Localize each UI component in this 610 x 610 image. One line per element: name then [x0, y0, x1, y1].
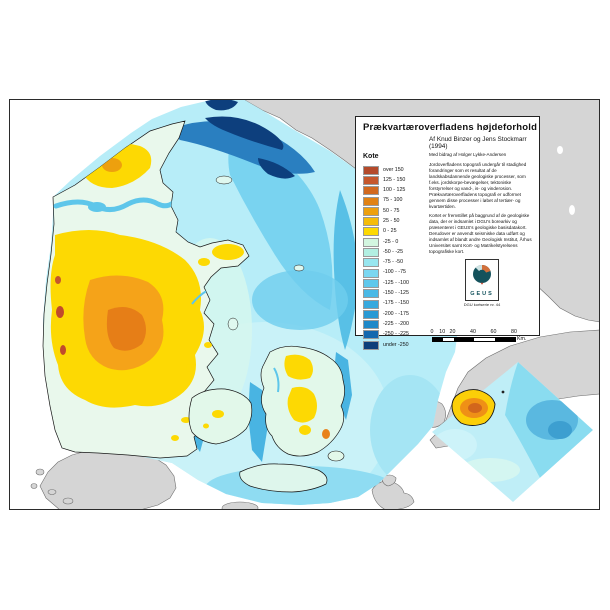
legend-row: -250 - -225 — [363, 330, 409, 340]
legend-swatch — [363, 299, 379, 309]
legend-row: -75 - -50 — [363, 258, 409, 268]
legend-row-label: -175 - -150 — [383, 300, 409, 307]
legend-row: 25 - 50 — [363, 216, 409, 227]
geus-logo-caption: DGU kortserie nr. 44 — [463, 302, 501, 308]
legend-row-label: -125 - -100 — [383, 279, 409, 286]
legend-row-label: -200 - -175 — [383, 310, 409, 317]
legend-rows: over 150 125 - 150 100 - 125 75 - 100 50 - 7… — [363, 165, 409, 350]
legend-row-label: -25 - 0 — [383, 238, 399, 245]
legend-swatch — [363, 309, 379, 319]
legend-row-label: over 150 — [383, 166, 404, 173]
jutland-elevation-patches — [50, 142, 244, 441]
legend-row-label: -50 - -25 — [383, 248, 404, 255]
legend-row: -200 - -175 — [363, 309, 409, 319]
legend-row: 100 - 125 — [363, 186, 409, 196]
legend-row: over 150 — [363, 165, 409, 175]
legend-row: -175 - -150 — [363, 299, 409, 309]
legend-row: 75 - 100 — [363, 196, 409, 206]
legend-row: -225 - -200 — [363, 319, 409, 330]
legend-row-label: 0 - 25 — [383, 228, 397, 235]
scale-segment — [453, 338, 474, 341]
zealand-elevation-patches — [273, 354, 330, 439]
scale-segment — [474, 338, 495, 341]
bornholm-inset — [432, 362, 593, 502]
lolland-falster-landmass — [239, 463, 328, 493]
legend-row-label: under -250 — [383, 341, 409, 348]
scale-bar-ticks: 0 10 20 40 60 80 — [430, 329, 538, 336]
legend-swatch — [363, 186, 379, 196]
legend-row: 50 - 75 — [363, 206, 409, 216]
legend-row-label: -75 - -50 — [383, 259, 404, 266]
legend-swatch — [363, 165, 379, 175]
description-paragraph-2: Kortet er fremstillet på baggrund af de … — [429, 213, 532, 255]
legend-swatch — [363, 175, 379, 185]
legend-swatch — [363, 258, 379, 268]
legend-swatch — [363, 330, 379, 340]
legend-row-label: 100 - 125 — [383, 187, 406, 194]
legend-swatch — [363, 196, 379, 206]
legend-swatch — [363, 320, 379, 330]
legend-row-label: 50 - 75 — [383, 207, 400, 214]
scale-tick-label: 40 — [470, 329, 476, 335]
legend-swatch — [363, 217, 379, 227]
legend-row-label: -250 - -225 — [383, 331, 409, 338]
scale-segment — [494, 338, 515, 341]
legend-row-label: -150 - -125 — [383, 290, 409, 297]
legend-row: -25 - 0 — [363, 237, 409, 247]
contributor-line: Med bidrag af Holger Lykke-Andersen — [429, 151, 507, 157]
legend-row: under -250 — [363, 340, 409, 350]
scale-bar: 0 10 20 40 60 80 Km. — [430, 329, 538, 345]
legend-row: -150 - -125 — [363, 289, 409, 299]
description-paragraph-1: Jordoverfladens topografi undergår til s… — [429, 161, 527, 209]
legend-box: Prækvartæroverfladens højdeforhold Kote … — [355, 116, 540, 350]
scale-tick-label: 80 — [511, 329, 517, 335]
legend-row: -50 - -25 — [363, 247, 409, 258]
legend-swatch — [363, 340, 379, 350]
scale-tick-label: 10 — [439, 329, 446, 335]
geus-logo-text: GEUS — [470, 291, 494, 298]
legend-swatch — [363, 248, 379, 258]
island-christianso — [501, 390, 505, 394]
legend-row: -125 - -100 — [363, 278, 409, 288]
legend-swatch — [363, 237, 379, 247]
funen-elevation-patch — [212, 410, 224, 418]
legend-column-header: Kote — [363, 153, 379, 160]
scale-segment — [433, 338, 444, 341]
scale-unit-label: Km. — [517, 336, 527, 342]
geus-logo: GEUS — [465, 259, 499, 302]
island-laeso — [215, 175, 233, 185]
legend-row-label: 25 - 50 — [383, 217, 400, 224]
legend-swatch — [363, 268, 379, 278]
legend-swatch — [363, 227, 379, 237]
scale-bar-segments — [432, 337, 516, 342]
scale-segment — [443, 338, 454, 341]
legend-swatch — [363, 206, 379, 216]
author-line: Af Knud Binzer og Jens Stockmarr (1994) — [429, 136, 527, 151]
legend-swatch — [363, 289, 379, 299]
geus-logo-icon — [473, 265, 491, 286]
legend-row: -100 - -75 — [363, 268, 409, 278]
map-frame — [9, 99, 600, 510]
island-anholt — [293, 264, 305, 272]
legend-row-label: -225 - -200 — [383, 320, 409, 327]
bornholm-peak — [468, 403, 482, 413]
funen-elevation-patch-small — [203, 423, 209, 429]
scale-tick-label: 20 — [449, 329, 456, 335]
neighbor-land-germany — [30, 447, 415, 509]
scale-tick-label: 60 — [490, 329, 497, 335]
legend-row: 125 - 150 — [363, 175, 409, 185]
legend-row-label: -100 - -75 — [383, 269, 406, 276]
legend-swatch — [363, 278, 379, 288]
scale-tick-label: 0 — [430, 329, 434, 335]
legend-row-label: 75 - 100 — [383, 197, 403, 204]
legend-row: 0 - 25 — [363, 227, 409, 237]
island-mon — [327, 450, 345, 462]
legend-row-label: 125 - 150 — [383, 176, 406, 183]
island-samso — [227, 317, 239, 331]
map-title: Prækvartæroverfladens højdeforhold — [363, 122, 538, 133]
